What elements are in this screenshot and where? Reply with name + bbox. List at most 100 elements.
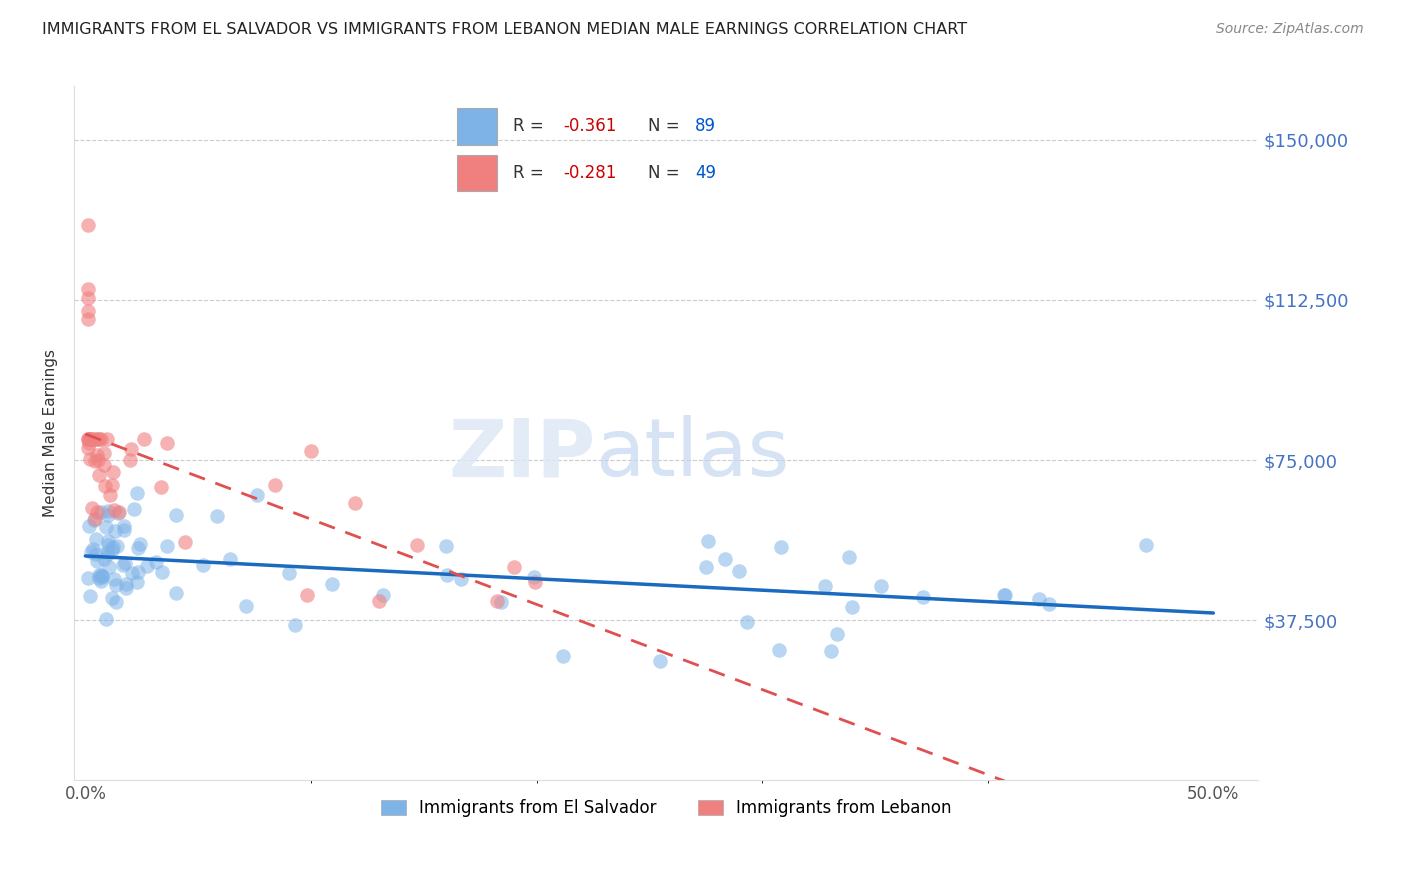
Point [103, 503, 125, 517]
Point [94, 479, 117, 493]
Point [695, 560, 717, 574]
Point [79, 519, 101, 533]
Point [436, 568, 458, 582]
Point [82, 432, 104, 446]
Point [97, 538, 120, 552]
Point [727, 564, 749, 578]
Point [93, 552, 115, 566]
Point [105, 540, 128, 554]
Point [263, 477, 285, 491]
Point [101, 591, 124, 605]
Point [150, 566, 173, 580]
Point [103, 465, 125, 479]
Point [76, 432, 98, 446]
Point [94, 612, 117, 626]
Text: Source: ZipAtlas.com: Source: ZipAtlas.com [1216, 22, 1364, 37]
Point [84, 548, 107, 562]
Point [84, 533, 107, 547]
Point [650, 654, 672, 668]
Point [523, 570, 546, 584]
Point [97, 508, 120, 523]
Point [76, 312, 98, 326]
Point [87, 571, 110, 585]
Point [246, 488, 269, 502]
Point [1028, 591, 1050, 606]
Point [111, 558, 134, 573]
Point [97, 547, 120, 561]
Point [105, 595, 128, 609]
Point [96, 432, 118, 446]
Point [115, 581, 138, 595]
Text: ZIP: ZIP [449, 415, 595, 493]
Point [120, 452, 142, 467]
Point [838, 549, 860, 564]
Point [524, 574, 547, 589]
Point [299, 444, 322, 458]
Point [90, 432, 112, 446]
Point [90, 505, 112, 519]
Point [89, 567, 111, 582]
Point [174, 534, 197, 549]
Point [79, 452, 101, 467]
Point [76, 303, 98, 318]
Point [553, 649, 575, 664]
Point [406, 538, 429, 552]
Point [368, 594, 391, 608]
Point [205, 509, 228, 524]
Point [79, 590, 101, 604]
Point [98, 488, 121, 502]
Point [94, 520, 117, 534]
Point [87, 452, 110, 467]
Point [284, 618, 307, 632]
Point [127, 541, 149, 555]
Point [103, 572, 125, 586]
Point [91, 569, 114, 583]
Point [86, 432, 108, 446]
Legend: Immigrants from El Salvador, Immigrants from Lebanon: Immigrants from El Salvador, Immigrants … [374, 793, 959, 824]
Point [90, 568, 112, 582]
Point [76, 218, 98, 232]
Point [278, 566, 301, 580]
Point [218, 552, 240, 566]
Point [814, 579, 837, 593]
Point [911, 590, 934, 604]
Point [128, 537, 150, 551]
Point [76, 441, 98, 455]
Point [870, 579, 893, 593]
Point [434, 540, 457, 554]
Point [768, 643, 790, 657]
Point [165, 586, 187, 600]
Point [295, 588, 318, 602]
Point [136, 559, 159, 574]
Point [820, 644, 842, 658]
Point [84, 432, 107, 446]
Point [1135, 538, 1157, 552]
Point [993, 588, 1015, 602]
Point [86, 505, 108, 519]
Point [994, 588, 1017, 602]
Text: IMMIGRANTS FROM EL SALVADOR VS IMMIGRANTS FROM LEBANON MEDIAN MALE EARNINGS CORR: IMMIGRANTS FROM EL SALVADOR VS IMMIGRANT… [42, 22, 967, 37]
Point [120, 442, 142, 456]
Point [77, 432, 100, 446]
Point [76, 571, 98, 585]
Point [107, 506, 129, 520]
Point [84, 512, 107, 526]
Point [1038, 597, 1060, 611]
Point [127, 485, 149, 500]
Point [827, 627, 849, 641]
Point [89, 432, 111, 446]
Point [76, 432, 98, 446]
Point [486, 594, 509, 608]
Point [373, 588, 395, 602]
Point [84, 454, 107, 468]
Point [108, 504, 131, 518]
Point [503, 559, 526, 574]
Point [112, 519, 135, 533]
Point [90, 574, 112, 589]
Point [82, 501, 104, 516]
Point [713, 552, 735, 566]
Point [91, 569, 114, 583]
Point [101, 478, 124, 492]
Point [127, 565, 149, 579]
Point [97, 560, 120, 574]
